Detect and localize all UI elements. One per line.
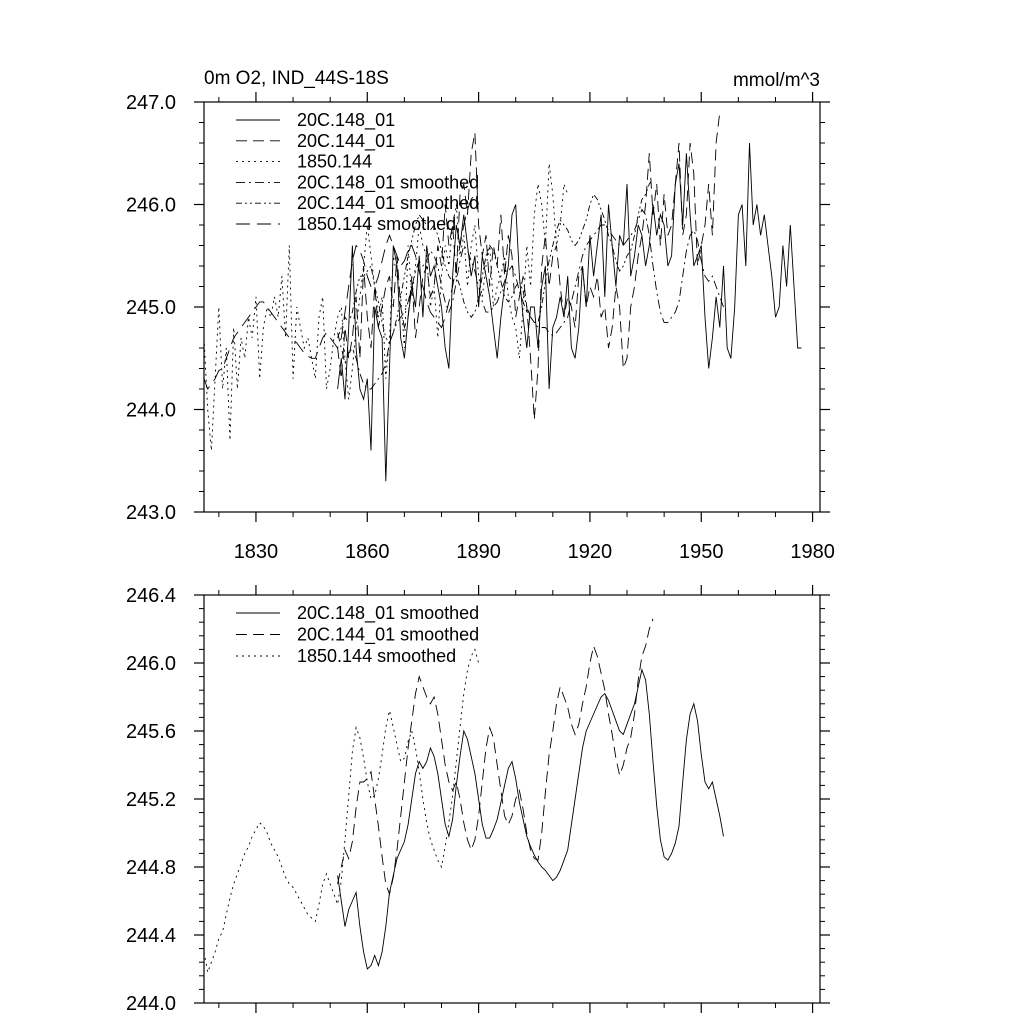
legend-label-4: 20C.148_01 smoothed [297,172,479,193]
y-tick-label: 243.0 [126,502,176,524]
legend-label-2: 20C.144_01 smoothed [297,625,479,646]
series-line-2 [337,618,654,896]
series-line-3 [203,163,569,451]
top-panel-title: 0m O2, IND_44S-18S [204,68,389,89]
legend-label-2: 20C.144_01 [297,131,395,152]
bottom-series-layer [203,618,724,975]
y-tick-label: 246.0 [126,195,176,217]
y-tick-label: 244.0 [126,993,176,1015]
x-tick-label: 1860 [345,541,390,563]
legend-label-3: 1850.144 [297,152,372,172]
legend-label-1: 20C.148_01 smoothed [297,603,479,624]
bottom-axes: 244.0 244.4 244.8 245.2 245.6 246.0 246.4 [126,585,830,1015]
y-tick-label: 244.4 [126,925,176,947]
y-tick-label: 244.0 [126,400,176,422]
x-tick-label: 1830 [234,541,279,563]
series-line-2 [337,112,721,420]
bottom-panel: 244.0 244.4 244.8 245.2 245.6 246.0 246.4 20C.… [126,585,830,1015]
y-tick-label: 247.0 [126,92,176,114]
y-tick-label: 245.2 [126,789,176,811]
series-line-6 [203,193,480,390]
series-line-1 [337,142,802,482]
x-tick-label: 1980 [790,541,835,563]
y-tick-label: 244.8 [126,857,176,879]
series-line-3 [203,648,480,975]
x-tick-label: 1950 [679,541,724,563]
series-line-4 [337,208,724,390]
y-tick-label: 246.0 [126,653,176,675]
top-series-layer [203,112,802,482]
series-line-1 [337,668,724,970]
top-panel: 0m O2, IND_44S-18S mmol/m^3 1830 1860 1890… [126,68,835,563]
y-tick-label: 245.0 [126,297,176,319]
y-tick-label: 246.4 [126,585,176,607]
top-panel-units: mmol/m^3 [733,70,820,91]
x-tick-label: 1890 [456,541,501,563]
legend-label-6: 1850.144 smoothed [297,214,456,234]
y-tick-label: 245.6 [126,721,176,743]
legend-label-5: 20C.144_01 smoothed [297,193,479,214]
legend-label-1: 20C.148_01 [297,110,395,131]
x-tick-label: 1920 [568,541,613,563]
top-axes: 1830 1860 1890 1920 1950 1980 243.0 244.0 245.0 2… [126,92,835,563]
legend-label-3: 1850.144 smoothed [297,646,456,666]
series-line-5 [337,178,654,344]
